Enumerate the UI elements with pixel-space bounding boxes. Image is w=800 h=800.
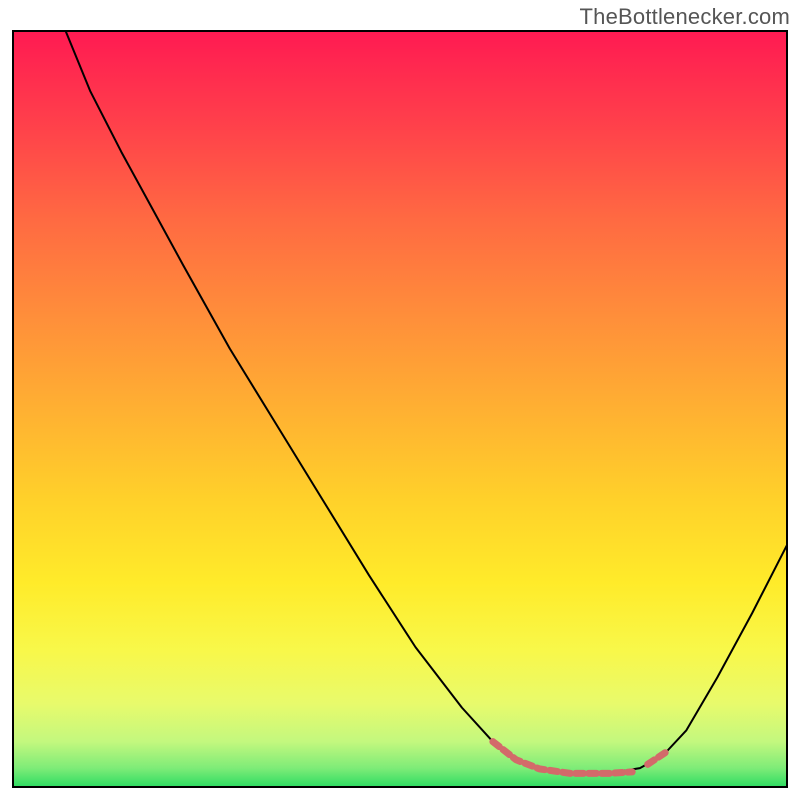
chart-svg [12,30,788,788]
plot-area [12,30,788,788]
chart-container: TheBottlenecker.com [0,0,800,800]
watermark-text: TheBottlenecker.com [580,4,790,30]
gradient-background [13,31,787,787]
